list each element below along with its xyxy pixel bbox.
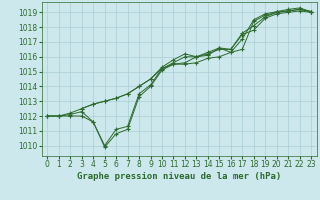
X-axis label: Graphe pression niveau de la mer (hPa): Graphe pression niveau de la mer (hPa) [77, 172, 281, 181]
